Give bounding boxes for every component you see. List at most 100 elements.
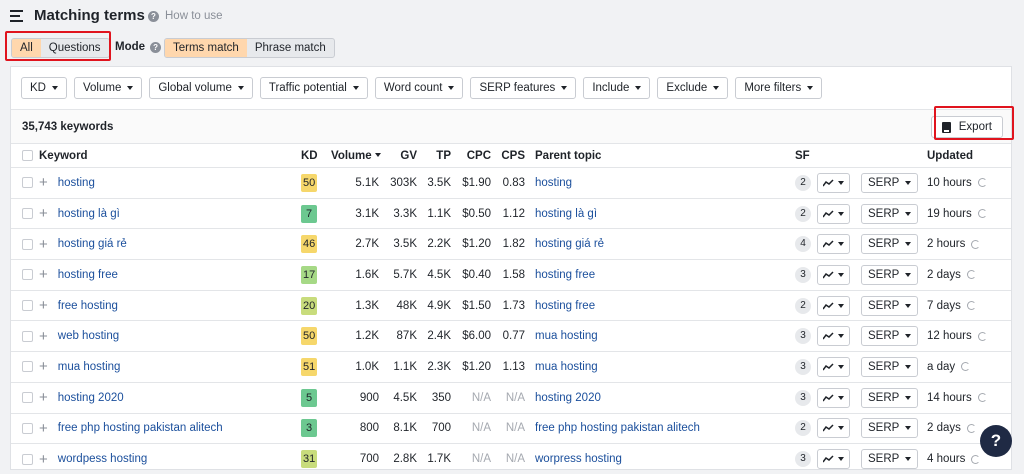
- serp-dropdown[interactable]: SERP: [861, 203, 919, 224]
- add-to-list-icon[interactable]: +: [39, 450, 48, 468]
- serp-dropdown[interactable]: SERP: [861, 387, 919, 408]
- keyword-link[interactable]: web hosting: [57, 330, 120, 343]
- filter-global-volume[interactable]: Global volume: [149, 77, 253, 99]
- row-checkbox[interactable]: [22, 238, 33, 250]
- col-cpc[interactable]: CPC: [455, 143, 495, 168]
- keyword-link[interactable]: free php hosting pakistan alitech: [57, 422, 223, 435]
- parent-topic-link[interactable]: mua hosting: [535, 330, 598, 343]
- sf-count-badge[interactable]: 2: [795, 174, 811, 191]
- row-checkbox[interactable]: [22, 453, 33, 465]
- sf-count-badge[interactable]: 2: [795, 205, 811, 222]
- trend-dropdown[interactable]: [817, 172, 850, 193]
- sf-count-badge[interactable]: 3: [795, 358, 811, 375]
- serp-dropdown[interactable]: SERP: [861, 234, 919, 255]
- trend-dropdown[interactable]: [817, 264, 850, 285]
- add-to-list-icon[interactable]: +: [39, 174, 48, 192]
- filter-kd[interactable]: KD: [21, 77, 67, 99]
- row-checkbox[interactable]: [22, 208, 33, 220]
- serp-dropdown[interactable]: SERP: [861, 326, 919, 347]
- serp-dropdown[interactable]: SERP: [861, 172, 919, 193]
- filter-more[interactable]: More filters: [735, 77, 823, 99]
- row-checkbox[interactable]: [22, 422, 33, 434]
- help-button[interactable]: ?: [980, 425, 1012, 457]
- row-checkbox[interactable]: [22, 177, 33, 189]
- filter-traffic-potential[interactable]: Traffic potential: [259, 77, 368, 99]
- col-updated[interactable]: Updated: [927, 143, 1011, 168]
- filter-word-count[interactable]: Word count: [374, 77, 464, 99]
- refresh-icon[interactable]: [966, 270, 976, 280]
- add-to-list-icon[interactable]: +: [39, 235, 48, 253]
- sf-count-badge[interactable]: 3: [795, 451, 811, 468]
- filter-serp-features[interactable]: SERP features: [470, 77, 577, 99]
- trend-dropdown[interactable]: [817, 449, 850, 470]
- sf-count-badge[interactable]: 2: [795, 420, 811, 437]
- parent-topic-link[interactable]: hosting là gì: [535, 207, 598, 220]
- keyword-link[interactable]: mua hosting: [57, 361, 121, 373]
- sf-count-badge[interactable]: 4: [795, 236, 811, 253]
- filter-volume[interactable]: Volume: [73, 77, 143, 99]
- refresh-icon[interactable]: [971, 239, 981, 249]
- serp-dropdown[interactable]: SERP: [861, 264, 919, 285]
- keyword-link[interactable]: hosting là gì: [57, 207, 120, 220]
- refresh-icon[interactable]: [971, 454, 981, 464]
- trend-dropdown[interactable]: [817, 356, 850, 377]
- refresh-icon[interactable]: [977, 331, 987, 341]
- add-to-list-icon[interactable]: +: [39, 266, 48, 284]
- add-to-list-icon[interactable]: +: [39, 327, 48, 345]
- row-checkbox[interactable]: [22, 300, 33, 312]
- select-all-checkbox[interactable]: [22, 149, 33, 161]
- serp-dropdown[interactable]: SERP: [861, 449, 919, 470]
- add-to-list-icon[interactable]: +: [39, 358, 48, 376]
- serp-dropdown[interactable]: SERP: [861, 356, 919, 377]
- tab-questions[interactable]: Questions: [48, 42, 101, 54]
- refresh-icon[interactable]: [961, 362, 971, 372]
- parent-topic-link[interactable]: hosting 2020: [535, 391, 601, 404]
- keyword-link[interactable]: wordpess hosting: [57, 453, 148, 466]
- row-checkbox[interactable]: [22, 330, 33, 342]
- refresh-icon[interactable]: [966, 423, 976, 433]
- row-checkbox[interactable]: [22, 269, 33, 281]
- trend-dropdown[interactable]: [817, 234, 850, 255]
- keyword-link[interactable]: hosting: [57, 176, 95, 189]
- sf-count-badge[interactable]: 3: [795, 266, 811, 283]
- export-button[interactable]: Export: [930, 116, 1003, 138]
- question-icon[interactable]: ?: [150, 41, 162, 53]
- col-sf[interactable]: SF: [795, 143, 817, 168]
- trend-dropdown[interactable]: [817, 418, 850, 439]
- mode-phrase-match[interactable]: Phrase match: [254, 42, 326, 54]
- refresh-icon[interactable]: [977, 178, 987, 188]
- filter-exclude[interactable]: Exclude: [657, 77, 729, 99]
- trend-dropdown[interactable]: [817, 387, 850, 408]
- keyword-link[interactable]: hosting free: [57, 268, 118, 281]
- col-gv[interactable]: GV: [383, 143, 421, 168]
- mode-terms-match[interactable]: Terms match: [165, 39, 247, 57]
- trend-dropdown[interactable]: [817, 326, 850, 347]
- tab-all[interactable]: All: [12, 39, 41, 57]
- row-checkbox[interactable]: [22, 392, 33, 404]
- parent-topic-link[interactable]: hosting giá rẻ: [535, 238, 605, 251]
- how-to-use-link[interactable]: ? How to use: [148, 10, 223, 22]
- serp-dropdown[interactable]: SERP: [861, 418, 919, 439]
- parent-topic-link[interactable]: worpress hosting: [535, 453, 622, 466]
- col-keyword[interactable]: Keyword: [11, 143, 301, 168]
- add-to-list-icon[interactable]: +: [39, 205, 48, 223]
- col-volume[interactable]: Volume: [331, 143, 383, 168]
- parent-topic-link[interactable]: mua hosting: [535, 360, 598, 373]
- parent-topic-link[interactable]: hosting free: [535, 268, 596, 281]
- keyword-link[interactable]: hosting giá rẻ: [57, 238, 127, 251]
- trend-dropdown[interactable]: [817, 295, 850, 316]
- col-parent-topic[interactable]: Parent topic: [529, 143, 795, 168]
- serp-dropdown[interactable]: SERP: [861, 295, 919, 316]
- col-cps[interactable]: CPS: [495, 143, 529, 168]
- trend-dropdown[interactable]: [817, 203, 850, 224]
- col-tp[interactable]: TP: [421, 143, 455, 168]
- add-to-list-icon[interactable]: +: [39, 389, 48, 407]
- parent-topic-link[interactable]: free php hosting pakistan alitech: [535, 422, 700, 435]
- keyword-link[interactable]: hosting 2020: [57, 391, 124, 404]
- menu-icon[interactable]: [10, 10, 23, 22]
- refresh-icon[interactable]: [966, 301, 976, 311]
- keyword-link[interactable]: free hosting: [57, 299, 118, 312]
- filter-include[interactable]: Include: [583, 77, 651, 99]
- parent-topic-link[interactable]: hosting: [535, 176, 573, 189]
- refresh-icon[interactable]: [977, 393, 987, 403]
